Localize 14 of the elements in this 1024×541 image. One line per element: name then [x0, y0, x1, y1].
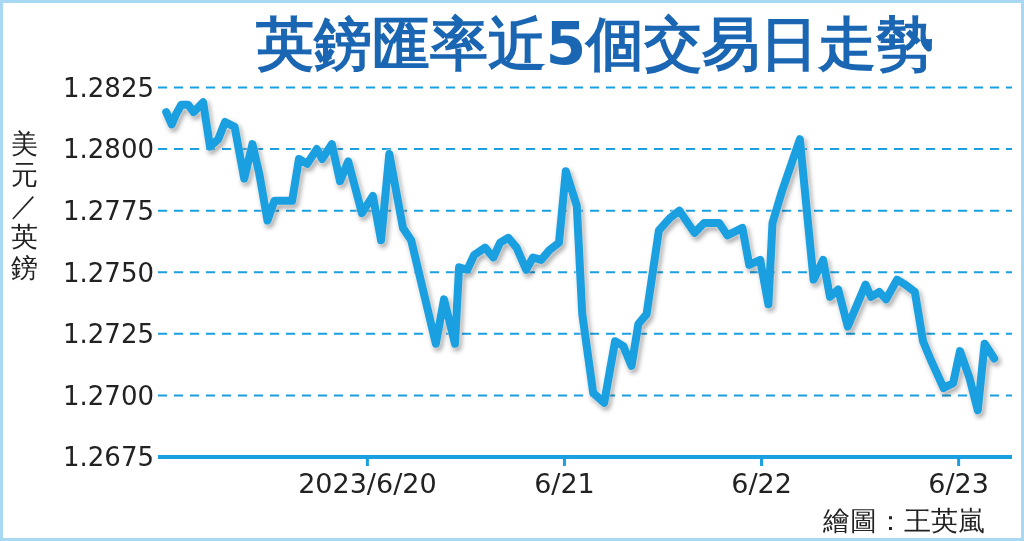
- chart-title: 英鎊匯率近5個交易日走勢: [254, 10, 935, 78]
- y-tick-label: 1.2750: [63, 257, 154, 288]
- y-axis-title: 美元／英鎊: [10, 128, 38, 283]
- y-tick-label: 1.2825: [63, 72, 154, 103]
- x-tick-label: 2023/6/20: [298, 468, 437, 499]
- y-tick-label: 1.2700: [63, 380, 154, 411]
- x-tick-label: 6/23: [928, 468, 989, 499]
- x-tick-label: 6/21: [534, 468, 595, 499]
- text: 繪圖：王英嵐: [822, 505, 985, 536]
- y-tick-label: 1.2725: [63, 319, 154, 350]
- y-tick-label: 1.2675: [63, 442, 154, 473]
- y-tick-label: 1.2775: [63, 196, 154, 227]
- x-tick-label: 6/22: [731, 468, 792, 499]
- y-tick-label: 1.2800: [63, 134, 154, 165]
